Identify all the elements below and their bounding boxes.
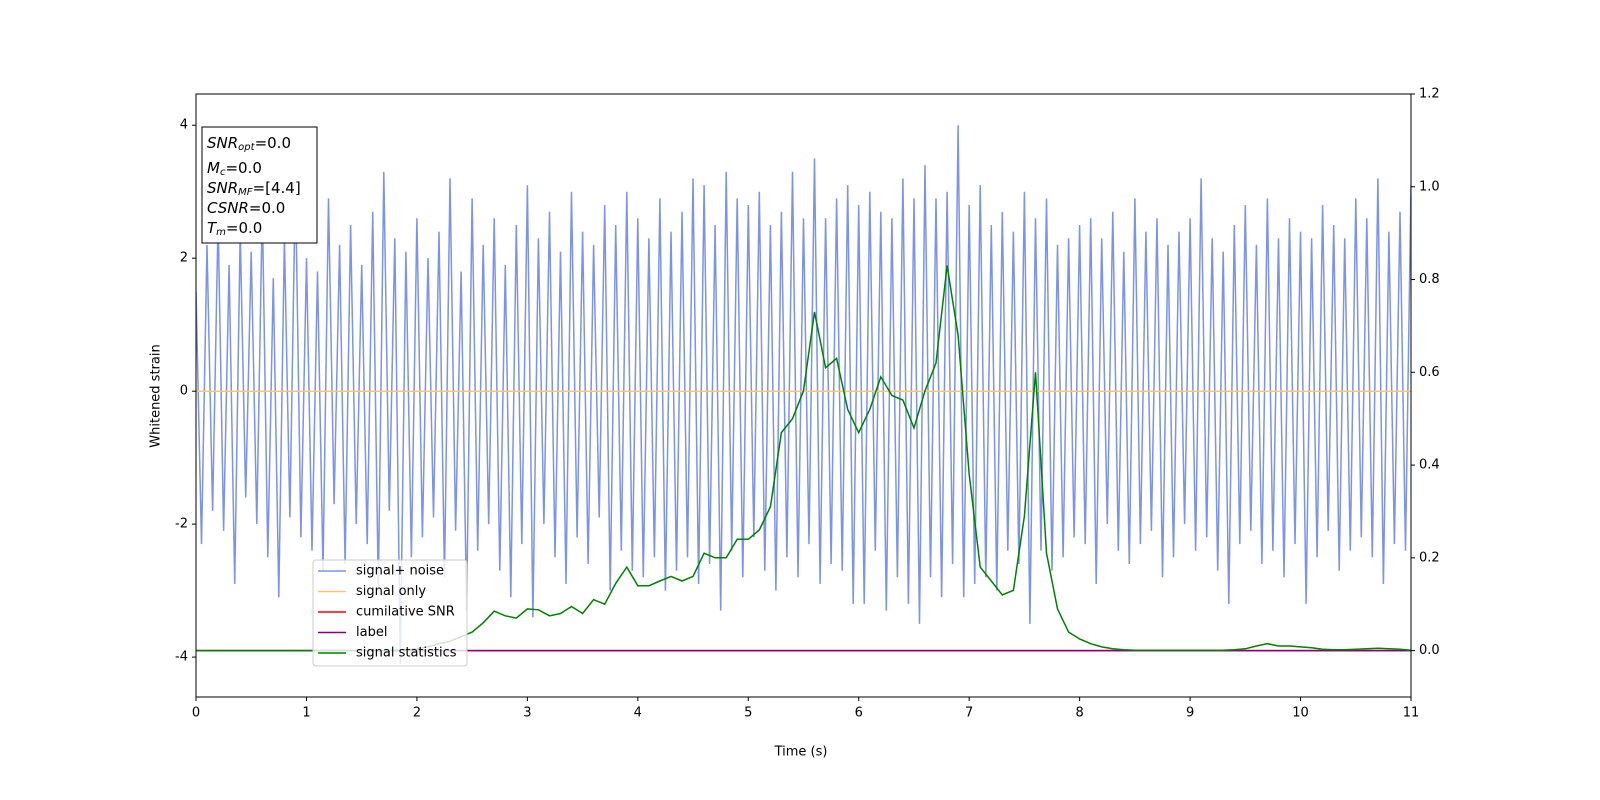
y-tick-label: 4: [180, 118, 188, 133]
legend-label: signal only: [356, 584, 426, 599]
series-line: [196, 125, 1411, 664]
y-tick-label: -2: [175, 517, 188, 532]
x-tick-label: 8: [1075, 706, 1083, 721]
legend-label: signal statistics: [356, 646, 457, 661]
x-tick-label: 3: [523, 706, 531, 721]
legend-label: cumilative SNR: [356, 605, 455, 620]
annotation-value: =0.0: [255, 134, 291, 152]
annotation-value: =0.0: [249, 199, 285, 217]
annotation-subscript: c: [220, 167, 226, 178]
y2-tick-label: 1.0: [1419, 179, 1440, 194]
annotation: Tm=0.0: [207, 219, 262, 239]
x-tick-label: 9: [1186, 706, 1194, 721]
y2-tick-label: 0.8: [1419, 272, 1440, 287]
y2-tick-label: 0.4: [1419, 458, 1440, 473]
annotation-subscript: m: [216, 227, 226, 238]
y2-tick-label: 1.2: [1419, 87, 1440, 102]
y2-tick-label: 0.6: [1419, 365, 1440, 380]
x-tick-label: 2: [413, 706, 421, 721]
y-tick-label: 2: [180, 251, 188, 266]
annotation: SNRMF=[4.4]: [207, 179, 301, 199]
y-axis-label: Whitened strain: [149, 344, 164, 447]
annotation: CSNR=0.0: [207, 199, 285, 217]
annotation-symbol: T: [207, 219, 218, 237]
annotation-symbol: M: [207, 159, 220, 177]
x-tick-label: 0: [192, 706, 200, 721]
x-tick-label: 1: [302, 706, 310, 721]
x-tick-label: 5: [744, 706, 752, 721]
x-tick-label: 6: [855, 706, 863, 721]
plot-frame: [195, 93, 1412, 698]
legend-label: label: [356, 625, 387, 640]
y2-tick-label: 0.0: [1419, 643, 1440, 658]
annotation-box: [201, 126, 318, 244]
annotation-symbol: CSNR: [207, 199, 249, 217]
annotation-value: =0.0: [225, 159, 261, 177]
y2-tick-label: 0.2: [1419, 550, 1440, 565]
annotation: Mc=0.0: [207, 159, 262, 179]
y-tick-label: 0: [180, 384, 188, 399]
annotation-value: =0.0: [226, 219, 262, 237]
annotation: SNRopt=0.0: [207, 134, 291, 154]
legend-box: [312, 559, 468, 667]
annotation-subscript: MF: [238, 187, 253, 198]
annotation-value: =[4.4]: [253, 179, 301, 197]
legend-label: signal+ noise: [356, 564, 444, 579]
y-tick-label: -4: [175, 650, 188, 665]
annotation-subscript: opt: [238, 142, 255, 153]
x-tick-label: 10: [1292, 706, 1309, 721]
x-tick-label: 7: [965, 706, 973, 721]
annotation-symbol: SNR: [207, 134, 238, 152]
x-axis-label: Time (s): [774, 745, 828, 760]
x-tick-label: 4: [634, 706, 642, 721]
annotation-symbol: SNR: [207, 179, 238, 197]
x-tick-label: 11: [1403, 706, 1420, 721]
